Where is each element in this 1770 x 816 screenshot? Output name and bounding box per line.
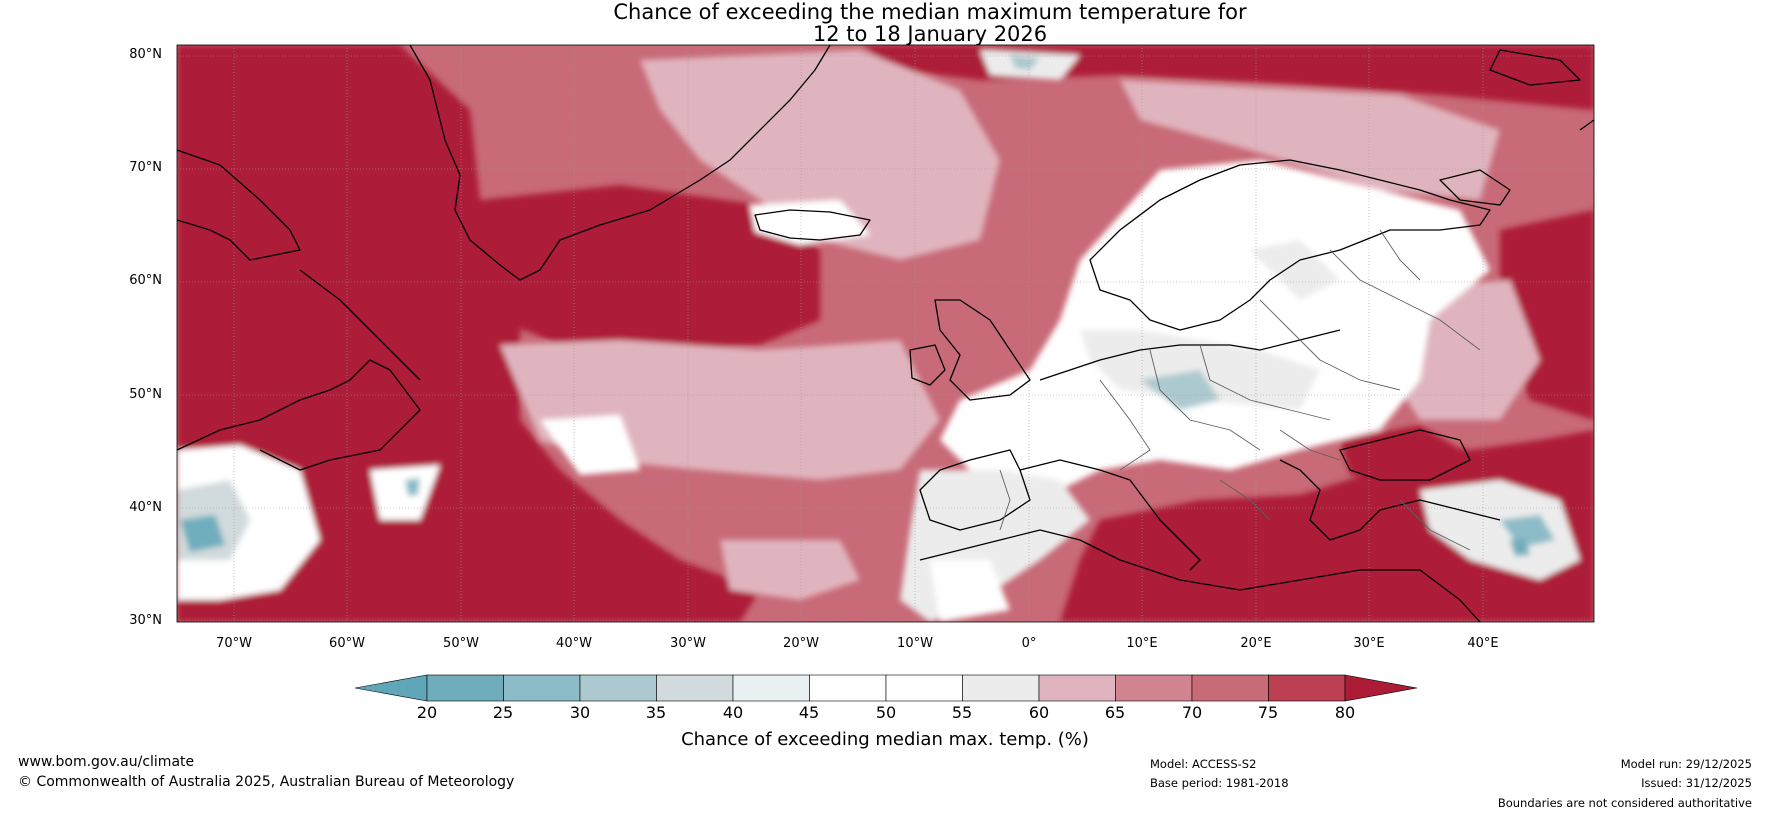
lon-label-60w: 60°W — [329, 636, 365, 651]
colorbar-tick-65: 65 — [1104, 703, 1126, 722]
field-morocco — [930, 560, 1010, 622]
colorbar-segment-60-65 — [1038, 674, 1116, 702]
colorbar-tick-35: 35 — [645, 703, 667, 722]
coast-iberia — [919, 449, 1031, 531]
field-barents — [1120, 80, 1500, 200]
colorbar — [354, 674, 1418, 702]
coast-black-sea — [1339, 429, 1471, 481]
colorbar-tick-25: 25 — [492, 703, 514, 722]
footer-website: www.bom.gov.au/climate — [18, 754, 195, 770]
colorbar-tick-40: 40 — [722, 703, 744, 722]
lon-label-30w: 30°W — [670, 636, 706, 651]
field-turkey-cold — [1510, 538, 1530, 556]
field-atlantic-pink — [720, 540, 860, 600]
field-atlantic-cool-spot — [405, 478, 420, 496]
colorbar-segment-55-60 — [962, 674, 1040, 702]
colorbar-segment-20-25 — [426, 674, 504, 702]
coast-north-europe — [1039, 329, 1341, 381]
colorbar-tick-70: 70 — [1181, 703, 1203, 722]
lon-label-30e: 30°E — [1353, 636, 1385, 651]
field-mediterranean — [1060, 430, 1594, 622]
colorbar-tick-45: 45 — [798, 703, 820, 722]
field-svalbard-cool — [1010, 55, 1040, 70]
footer-issued: Issued: 31/12/2025 — [1641, 776, 1752, 790]
lon-label-40w: 40°W — [556, 636, 592, 651]
coast-kola — [1439, 169, 1511, 206]
colorbar-segment-30-35 — [579, 674, 657, 702]
coast-balkans-turkey — [1279, 459, 1501, 541]
field-greenland-sea — [640, 50, 1000, 260]
field-black-sea — [1340, 425, 1470, 480]
coast-scandinavia — [1089, 159, 1491, 331]
coast-labrador — [177, 359, 421, 471]
footer-model-run: Model run: 29/12/2025 — [1620, 757, 1752, 771]
colorbar-tick-30: 30 — [569, 703, 591, 722]
lat-label-70n: 70°N — [129, 160, 162, 175]
colorbar-segment-40-45 — [732, 674, 810, 702]
chart-title-line-2: 12 to 18 January 2026 — [812, 22, 1048, 46]
field-west-atlantic — [177, 45, 760, 622]
colorbar-low-extend — [354, 674, 428, 702]
colorbar-high-extend — [1344, 674, 1418, 702]
colorbar-segment-35-40 — [656, 674, 734, 702]
colorbar-tick-80: 80 — [1334, 703, 1356, 722]
footer-disclaimer: Boundaries are not considered authoritat… — [1497, 796, 1752, 810]
colorbar-tick-60: 60 — [1028, 703, 1050, 722]
colorbar-segment-70-75 — [1191, 674, 1269, 702]
country-borders — [999, 229, 1481, 551]
probability-field — [177, 45, 1594, 622]
lon-label-70w: 70°W — [216, 636, 252, 651]
field-turkey — [1420, 480, 1580, 580]
coast-novaya-zemlya — [1489, 49, 1581, 86]
colorbar-tick-55: 55 — [951, 703, 973, 722]
coast-baffin — [177, 149, 301, 261]
lat-label-50n: 50°N — [129, 387, 162, 402]
lat-label-30n: 30°N — [129, 613, 162, 628]
colorbar-segment-25-30 — [503, 674, 581, 702]
lon-label-10w: 10°W — [897, 636, 933, 651]
field-turkey-cool — [1500, 515, 1555, 548]
colorbar-tick-50: 50 — [875, 703, 897, 722]
coast-south-france-italy — [1019, 459, 1201, 571]
lon-label-50w: 50°W — [443, 636, 479, 651]
field-atlantic-white-1 — [370, 465, 440, 520]
lon-label-20w: 20°W — [783, 636, 819, 651]
footer-copyright: © Commonwealth of Australia 2025, Austra… — [18, 774, 515, 790]
colorbar-segment-45-50 — [809, 674, 887, 702]
coast-north-africa — [919, 529, 1481, 622]
lat-label-40n: 40°N — [129, 500, 162, 515]
coast-greenland-east — [409, 45, 831, 281]
colorbar-segment-75-80 — [1268, 674, 1346, 702]
colorbar-segment-65-70 — [1115, 674, 1193, 702]
field-cool-patch-germany — [1140, 370, 1220, 410]
lon-label-0: 0° — [1021, 636, 1037, 651]
coastlines — [177, 45, 1594, 622]
colorbar-tick-75: 75 — [1257, 703, 1279, 722]
field-scandinavia-grey — [1250, 240, 1340, 300]
chart-title-line-1: Chance of exceeding the median maximum t… — [613, 0, 1247, 24]
coast-great-britain — [934, 299, 1031, 401]
colorbar-segment-50-55 — [885, 674, 963, 702]
colorbar-tick-20: 20 — [416, 703, 438, 722]
field-north-atlantic — [480, 185, 820, 350]
map-frame — [176, 44, 1595, 623]
graticule — [177, 45, 1594, 622]
field-us-east-cold — [180, 515, 225, 552]
coast-hudson — [299, 269, 421, 381]
field-atlantic-white-2 — [540, 415, 640, 475]
footer-base-period: Base period: 1981-2018 — [1150, 776, 1289, 790]
colorbar-label: Chance of exceeding median max. temp. (%… — [681, 729, 1089, 750]
coast-iceland — [754, 209, 871, 241]
coast-ireland — [909, 344, 946, 386]
lon-label-10e: 10°E — [1126, 636, 1158, 651]
lon-label-20e: 20°E — [1240, 636, 1272, 651]
lat-label-60n: 60°N — [129, 273, 162, 288]
lon-label-40e: 40°E — [1467, 636, 1499, 651]
coast-far-east — [1579, 119, 1594, 131]
lat-label-80n: 80°N — [129, 47, 162, 62]
footer-model: Model: ACCESS-S2 — [1150, 757, 1257, 771]
